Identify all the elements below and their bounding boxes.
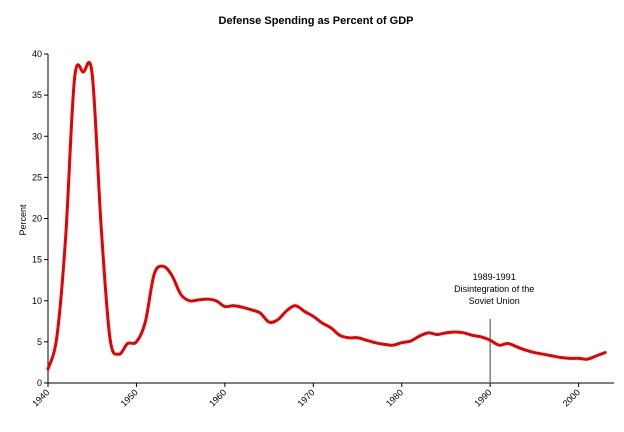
series-line bbox=[46, 60, 607, 371]
y-tick-label: 35 bbox=[32, 90, 42, 100]
x-tick-label: 1960 bbox=[207, 387, 228, 408]
x-tick-label: 1990 bbox=[472, 387, 493, 408]
y-tick-label: 20 bbox=[32, 214, 42, 224]
y-tick-label: 10 bbox=[32, 296, 42, 306]
y-axis-label: Percent bbox=[18, 204, 28, 236]
y-tick-label: 30 bbox=[32, 131, 42, 141]
y-tick-label: 15 bbox=[32, 255, 42, 265]
annotation-text-line: Disintegration of the bbox=[454, 284, 534, 294]
y-tick-label: 0 bbox=[37, 378, 42, 388]
y-tick-label: 5 bbox=[37, 337, 42, 347]
x-tick-label: 1950 bbox=[119, 387, 140, 408]
x-tick-label: 1980 bbox=[384, 387, 405, 408]
x-tick-label: 2000 bbox=[561, 387, 582, 408]
y-tick-label: 40 bbox=[32, 49, 42, 59]
annotation-text-line: Soviet Union bbox=[469, 296, 520, 306]
plot-area: 0 5 10 15 20 25 30 35 40 1940 1950 1960 1970 1980 1990… bbox=[30, 49, 614, 409]
x-tick-label: 1940 bbox=[30, 387, 51, 408]
x-tick-label: 1970 bbox=[295, 387, 316, 408]
y-tick-label: 25 bbox=[32, 172, 42, 182]
chart-title: Defense Spending as Percent of GDP bbox=[219, 15, 414, 27]
annotation-text-line: 1989-1991 bbox=[473, 272, 516, 282]
